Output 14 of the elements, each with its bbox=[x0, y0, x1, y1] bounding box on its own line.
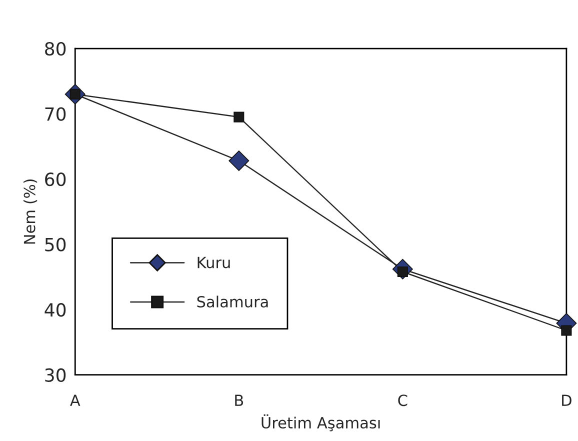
legend-label: Salamura bbox=[197, 296, 268, 308]
x-tick-label: C bbox=[398, 394, 408, 406]
x-axis-title: Üretim Aşaması bbox=[262, 414, 380, 432]
x-tick-label: A bbox=[70, 394, 80, 406]
y-tick-label: 60 bbox=[45, 172, 66, 186]
legend-label: Kuru bbox=[198, 256, 230, 268]
y-axis-title: Nem (%) bbox=[24, 179, 38, 244]
y-tick-label: 30 bbox=[45, 368, 66, 382]
y-tick-label: 80 bbox=[45, 42, 66, 56]
x-tick-label: D bbox=[562, 394, 572, 406]
y-tick-label: 70 bbox=[45, 107, 66, 121]
y-tick-label: 40 bbox=[44, 303, 66, 317]
x-tick-label: B bbox=[235, 394, 244, 406]
y-tick-label: 50 bbox=[45, 238, 66, 252]
